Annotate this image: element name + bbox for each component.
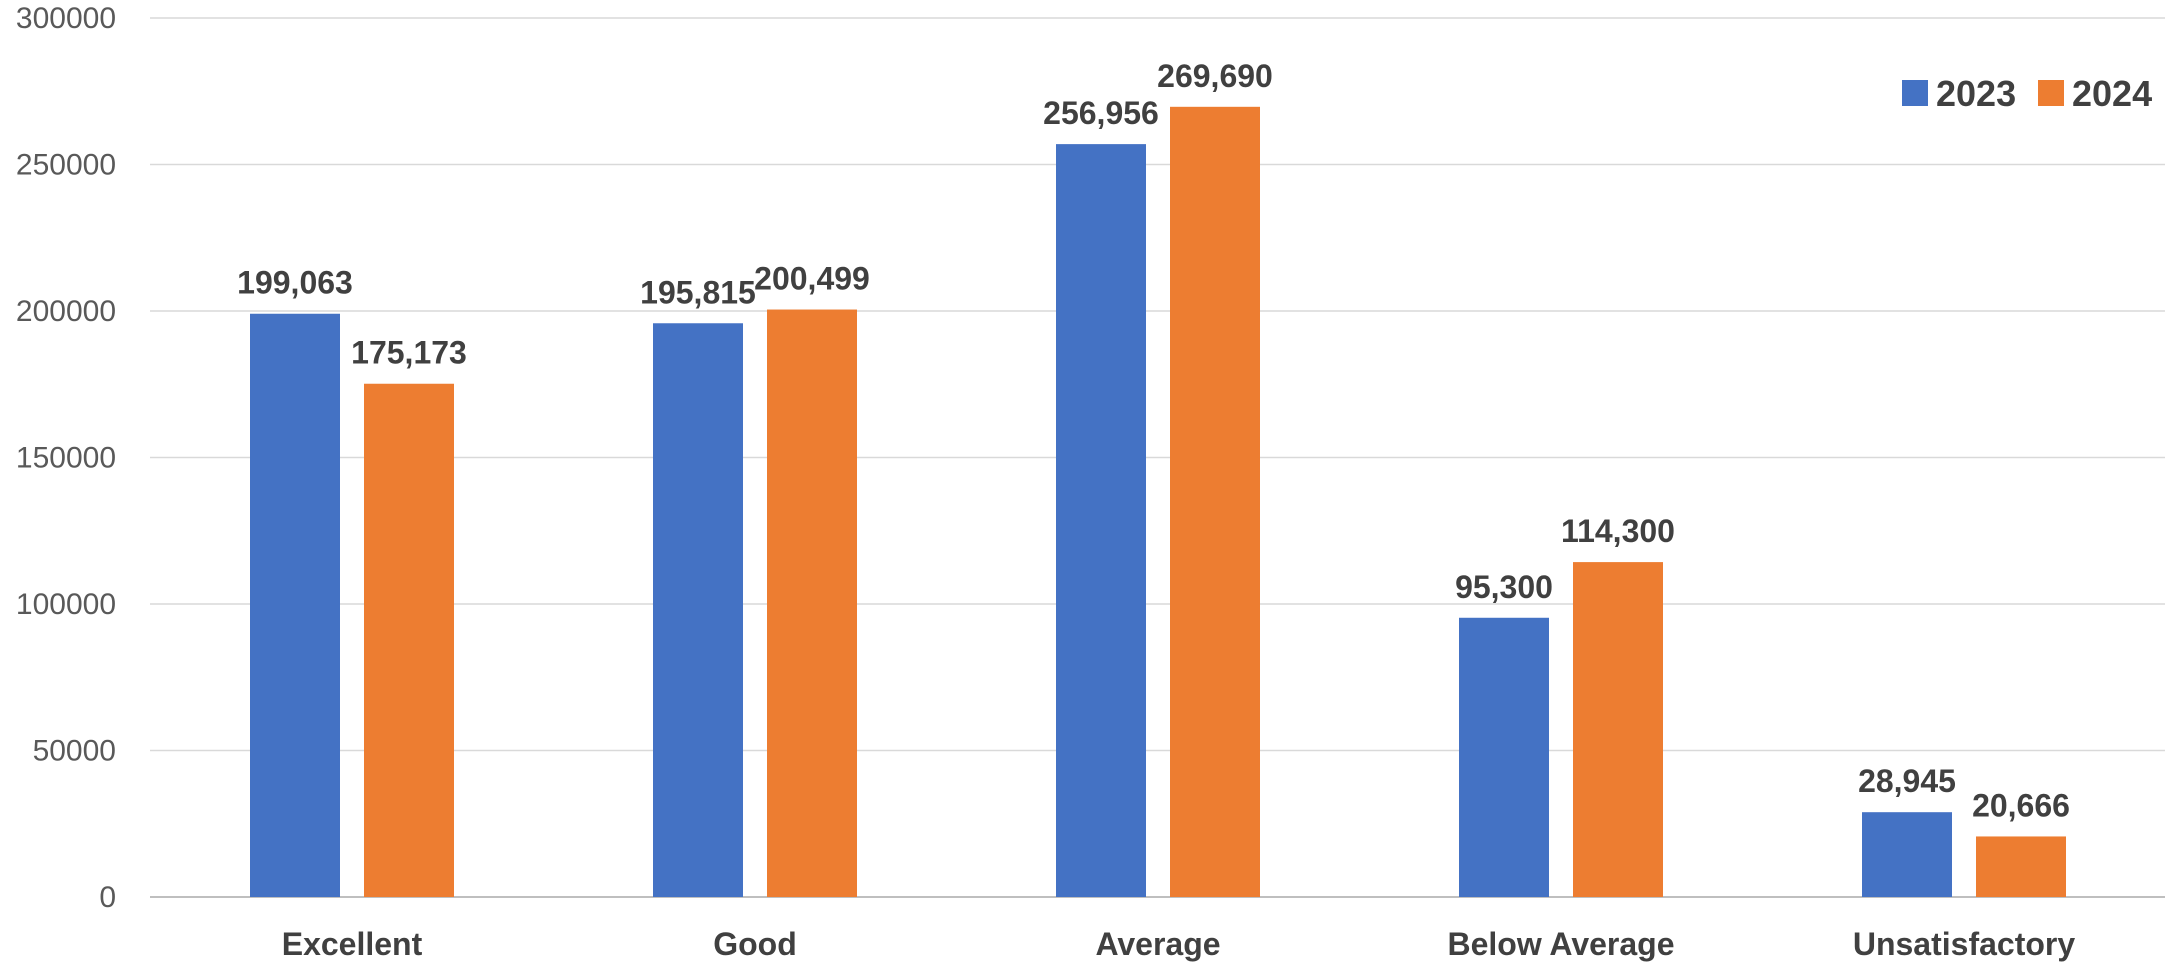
data-label-2024-average: 269,690	[1157, 58, 1273, 94]
x-category-label-excellent: Excellent	[282, 926, 423, 962]
bar-2023-excellent	[250, 313, 340, 897]
x-category-label-good: Good	[713, 926, 797, 962]
bar-2023-good	[653, 323, 743, 897]
y-tick-label-250000: 250000	[16, 149, 116, 182]
x-category-label-below-average: Below Average	[1447, 926, 1674, 962]
x-category-label-unsatisfactory: Unsatisfactory	[1853, 926, 2076, 962]
bar-2023-average	[1056, 144, 1146, 898]
legend-label-2023: 2023	[1936, 73, 2016, 114]
bar-2024-average	[1170, 106, 1260, 898]
bars	[250, 106, 2066, 898]
y-tick-label-100000: 100000	[16, 588, 116, 621]
gridlines	[150, 17, 2165, 898]
y-tick-label-50000: 50000	[33, 735, 116, 768]
y-tick-label-300000: 300000	[16, 2, 116, 35]
bar-2024-unsatisfactory	[1976, 836, 2066, 897]
data-label-2023-good: 195,815	[640, 274, 756, 310]
data-label-2023-below-average: 95,300	[1455, 569, 1553, 605]
x-category-label-average: Average	[1095, 926, 1220, 962]
data-label-2023-unsatisfactory: 28,945	[1858, 763, 1956, 799]
legend-swatch-2023	[1902, 80, 1928, 106]
data-label-2024-unsatisfactory: 20,666	[1972, 787, 2070, 823]
legend-label-2024: 2024	[2072, 73, 2152, 114]
y-tick-label-0: 0	[99, 881, 116, 914]
legend-swatch-2024	[2038, 80, 2064, 106]
x-axis-categories: Excellent Good Average Below Average Unsatis…	[282, 926, 2076, 962]
y-tick-label-200000: 200000	[16, 295, 116, 328]
data-label-2024-excellent: 175,173	[351, 335, 467, 371]
data-labels: 199,063 195,815 256,956 95,300 28,945 175,173…	[237, 58, 2070, 824]
bar-2024-good	[767, 309, 857, 897]
data-label-2023-average: 256,956	[1043, 95, 1159, 131]
data-label-2023-excellent: 199,063	[237, 265, 353, 301]
bar-2024-below-average	[1573, 562, 1663, 897]
bar-2024-excellent	[364, 383, 454, 897]
data-label-2024-below-average: 114,300	[1561, 513, 1675, 549]
y-axis-ticks: 0 50000 100000 150000 200000 250000 300000	[16, 2, 116, 914]
legend: 2023 2024	[1902, 73, 2152, 114]
bar-2023-unsatisfactory	[1862, 812, 1952, 897]
y-tick-label-150000: 150000	[16, 442, 116, 475]
data-label-2024-good: 200,499	[754, 261, 870, 297]
bar-2023-below-average	[1459, 617, 1549, 897]
